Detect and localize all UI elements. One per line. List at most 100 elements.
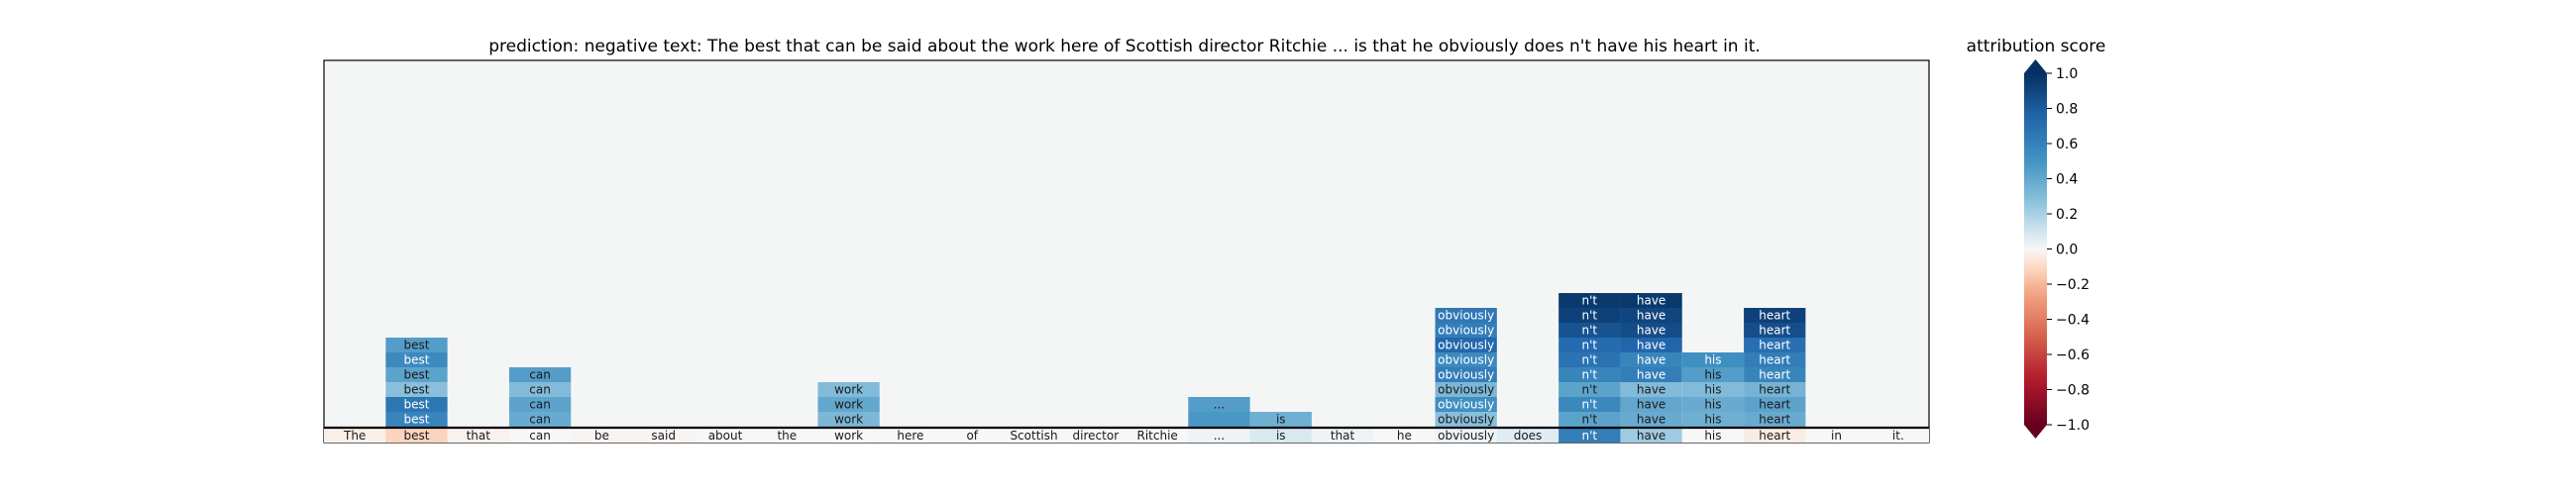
cell-label: heart xyxy=(1759,339,1790,352)
attribution-cell xyxy=(1620,293,1682,308)
cell-label: n't xyxy=(1582,413,1598,427)
token-label: can xyxy=(529,429,551,443)
cell-label: can xyxy=(529,383,551,397)
cell-label: his xyxy=(1704,368,1721,382)
cell-label: heart xyxy=(1759,353,1790,367)
cell-label: have xyxy=(1637,353,1665,367)
cell-label: his xyxy=(1704,353,1721,367)
token-label: ... xyxy=(1214,429,1225,443)
token-label: it. xyxy=(1892,429,1904,443)
cell-label: obviously xyxy=(1438,368,1494,382)
attribution-cell xyxy=(1435,382,1497,397)
base-cell xyxy=(941,429,1004,443)
cell-label: n't xyxy=(1582,383,1598,397)
cell-label: n't xyxy=(1582,398,1598,412)
cell-label: have xyxy=(1637,324,1665,338)
cell-label: can xyxy=(529,413,551,427)
cell-label: obviously xyxy=(1438,339,1494,352)
attribution-cell xyxy=(508,367,572,382)
cell-label: have xyxy=(1637,383,1665,397)
token-label: about xyxy=(708,429,743,443)
cell-label: n't xyxy=(1582,368,1598,382)
cell-label: obviously xyxy=(1438,398,1494,412)
attribution-cell xyxy=(1558,382,1621,397)
cell-label: obviously xyxy=(1438,383,1494,397)
attribution-cell xyxy=(1435,412,1497,427)
token-label: n't xyxy=(1582,429,1598,443)
token-label: heart xyxy=(1759,429,1790,443)
attribution-cell xyxy=(1435,338,1497,352)
cell-label: n't xyxy=(1582,324,1598,338)
attribution-cell xyxy=(1558,323,1621,338)
cell-label: obviously xyxy=(1438,353,1494,367)
attribution-cell xyxy=(1620,382,1682,397)
cell-label: best xyxy=(403,368,429,382)
attribution-cell xyxy=(1620,352,1682,367)
cell-label: have xyxy=(1637,368,1665,382)
colorbar-label: attribution score xyxy=(1967,37,2106,56)
colorbar-tick-label: 0.6 xyxy=(2056,137,2078,152)
attribution-cell xyxy=(1620,412,1682,427)
attribution-cell xyxy=(1435,308,1497,323)
token-label: director xyxy=(1073,429,1120,443)
cell-label: heart xyxy=(1759,413,1790,427)
token-label: is xyxy=(1276,429,1286,443)
attribution-cell xyxy=(1558,367,1621,382)
attribution-cell xyxy=(1558,293,1621,308)
cell-label: heart xyxy=(1759,383,1790,397)
colorbar-tick-label: −0.4 xyxy=(2056,313,2090,329)
colorbar-tick-label: 0.2 xyxy=(2056,207,2078,223)
cell-label: heart xyxy=(1759,368,1790,382)
attribution-cell xyxy=(1681,397,1745,412)
base-cell xyxy=(1744,429,1806,443)
token-label: the xyxy=(777,429,797,443)
attribution-cell xyxy=(1188,397,1250,412)
attribution-cell xyxy=(1620,338,1682,352)
attribution-cell xyxy=(1744,367,1806,382)
base-cell xyxy=(1558,429,1621,443)
cell-label: work xyxy=(834,383,863,397)
cell-label: his xyxy=(1704,383,1721,397)
attribution-cell xyxy=(1681,367,1745,382)
cell-label: n't xyxy=(1582,339,1598,352)
cell-label: have xyxy=(1637,339,1665,352)
base-cell xyxy=(1127,429,1189,443)
token-label: he xyxy=(1397,429,1412,443)
cell-label: is xyxy=(1276,413,1286,427)
colorbar-max-arrow xyxy=(2024,59,2047,73)
attribution-cell xyxy=(385,412,448,427)
attribution-cell xyxy=(1744,412,1806,427)
cell-label: have xyxy=(1637,413,1665,427)
cell-label: have xyxy=(1637,294,1665,308)
colorbar-min-arrow xyxy=(2024,425,2047,439)
token-label: his xyxy=(1704,429,1721,443)
attribution-cell xyxy=(1558,308,1621,323)
attribution-cell xyxy=(1558,352,1621,367)
base-cell xyxy=(1064,429,1127,443)
cell-label: have xyxy=(1637,309,1665,323)
attribution-cell xyxy=(817,412,880,427)
base-cell xyxy=(1620,429,1682,443)
cell-label: obviously xyxy=(1438,324,1494,338)
colorbar-body xyxy=(2024,73,2047,425)
token-label: The xyxy=(343,429,366,443)
attribution-cell xyxy=(1681,412,1745,427)
base-cell xyxy=(1249,429,1312,443)
colorbar-tick-label: −0.6 xyxy=(2056,347,2090,363)
attribution-cell xyxy=(508,382,572,397)
cell-label: best xyxy=(403,353,429,367)
cell-label: work xyxy=(834,413,863,427)
attribution-cell xyxy=(817,397,880,412)
attribution-cell xyxy=(385,367,448,382)
attribution-cell xyxy=(385,382,448,397)
token-row: The best that can be said about the work here of Sc… xyxy=(324,429,1929,443)
cell-label: best xyxy=(403,413,429,427)
attribution-cell xyxy=(508,412,572,427)
colorbar-tick-label: 0.8 xyxy=(2056,102,2078,118)
token-label: here xyxy=(897,429,923,443)
cell-label: his xyxy=(1704,398,1721,412)
base-cell xyxy=(1003,429,1065,443)
cell-label: obviously xyxy=(1438,309,1494,323)
cell-label: can xyxy=(529,398,551,412)
cell-label: have xyxy=(1637,398,1665,412)
